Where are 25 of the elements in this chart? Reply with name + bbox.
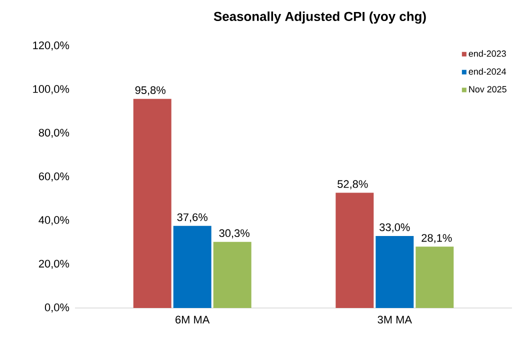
y-tick-label: 0,0%: [44, 303, 70, 313]
y-tick-label: 120,0%: [33, 41, 70, 51]
data-label: 52,8%: [338, 180, 368, 190]
y-tick-label: 60,0%: [38, 172, 70, 182]
x-tick-label: 6M MA: [176, 316, 210, 324]
legend-label: end-2023: [468, 50, 506, 57]
bar: [133, 98, 172, 308]
chart-title: Seasonally Adjusted CPI (yoy chg): [214, 12, 426, 24]
legend-label: end-2024: [468, 68, 506, 75]
bar: [376, 236, 414, 308]
x-tick-label: 3M MA: [378, 316, 412, 324]
data-label: 33,0%: [380, 223, 410, 232]
y-tick-label: 100,0%: [33, 85, 70, 94]
y-tick-label: 20,0%: [38, 260, 70, 269]
y-tick-label: 40,0%: [38, 216, 70, 226]
data-label: 28,1%: [422, 234, 452, 244]
data-label: 37,6%: [177, 213, 208, 222]
data-label: 95,8%: [135, 86, 166, 96]
bar: [336, 192, 374, 308]
bar: [213, 242, 252, 308]
y-tick-label: 80,0%: [38, 128, 70, 138]
bar: [416, 246, 454, 308]
data-label: 30,3%: [219, 229, 250, 238]
legend-label: Nov 2025: [469, 86, 506, 92]
bar: [173, 226, 212, 308]
